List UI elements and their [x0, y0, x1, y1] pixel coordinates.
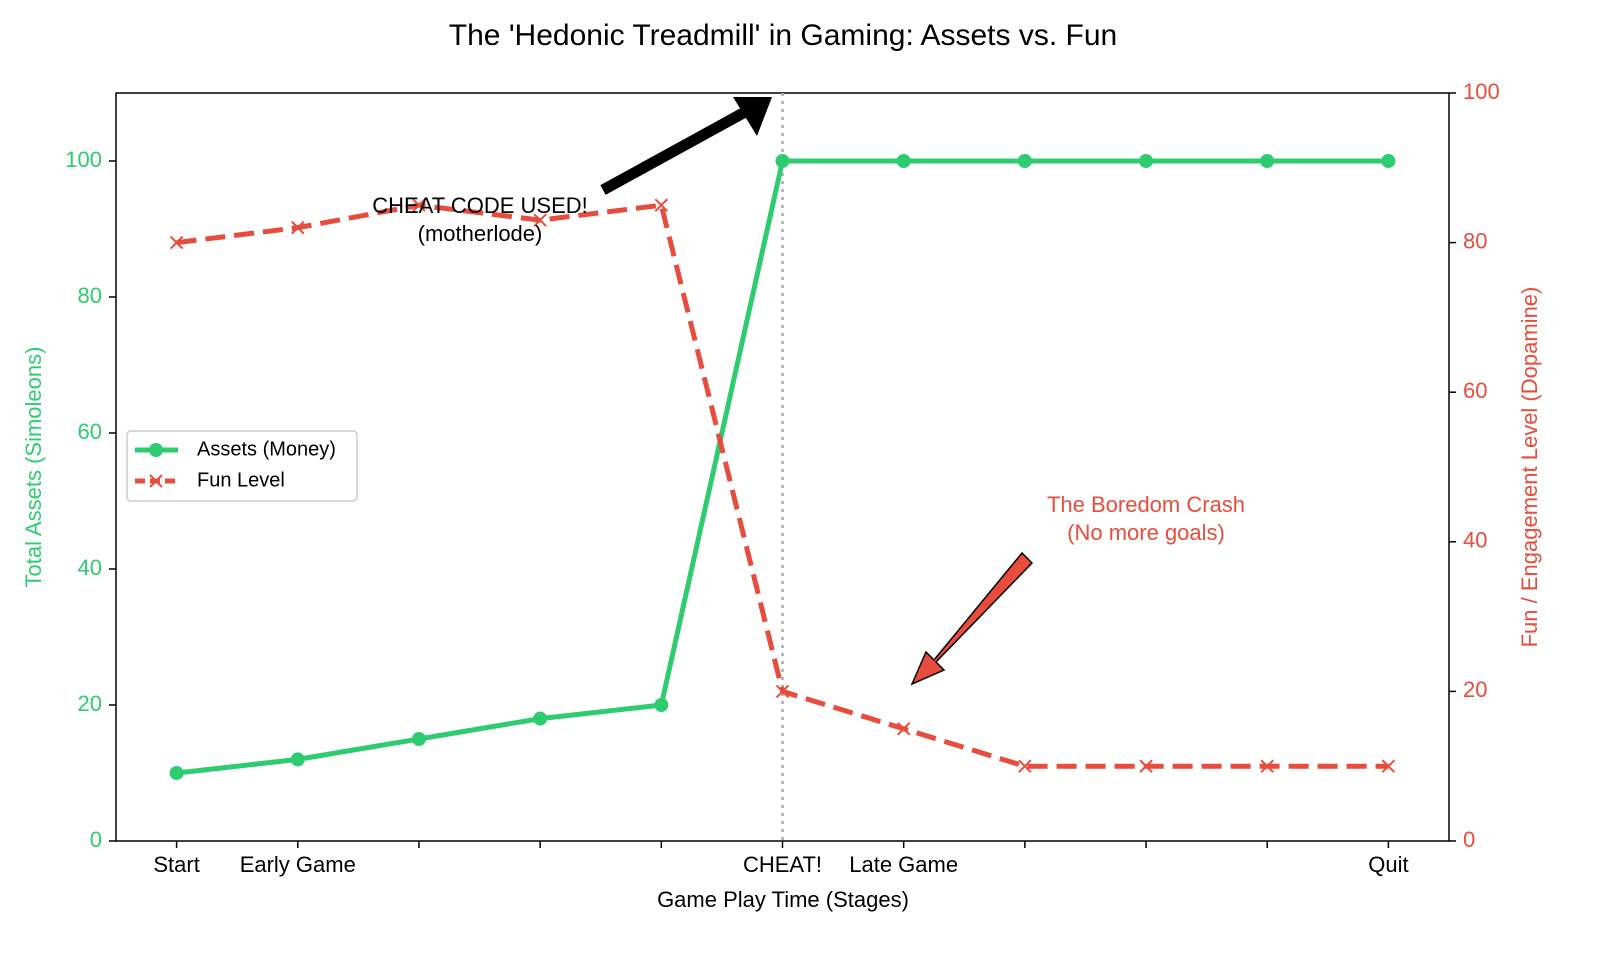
y2-tick-label: 60 [1463, 378, 1487, 403]
x-tick-label: Quit [1368, 852, 1408, 877]
y2-tick-label: 100 [1463, 79, 1500, 104]
annotation-arrow [910, 551, 1034, 686]
x-axis-label: Game Play Time (Stages) [657, 887, 909, 912]
marker [1139, 154, 1154, 168]
annotation-text: CHEAT CODE USED! [372, 193, 588, 218]
marker [896, 154, 911, 168]
y2-tick-label: 20 [1463, 677, 1487, 702]
marker [654, 698, 669, 712]
x-tick-label: Early Game [240, 852, 356, 877]
y-tick-label: 40 [78, 555, 102, 580]
y-tick-label: 100 [65, 147, 102, 172]
x-tick-label: CHEAT! [743, 852, 822, 877]
y-tick-label: 20 [78, 691, 102, 716]
annotation-arrow-shaft [600, 107, 748, 195]
legend-marker [149, 443, 163, 457]
annotation-text: (No more goals) [1067, 520, 1225, 545]
y-tick-label: 60 [78, 419, 102, 444]
marker [412, 198, 426, 212]
marker [1018, 759, 1032, 773]
marker [654, 198, 669, 212]
marker [290, 752, 305, 767]
y2-tick-label: 0 [1463, 827, 1475, 852]
x-tick-label: Start [153, 852, 199, 877]
marker [1381, 154, 1396, 168]
marker [533, 711, 548, 726]
marker [169, 766, 184, 780]
y-tick-label: 80 [78, 283, 102, 308]
annotation-text: The Boredom Crash [1047, 492, 1245, 517]
marker [291, 220, 305, 235]
marker [775, 154, 790, 168]
marker [169, 235, 184, 250]
legend-frame [126, 430, 358, 502]
x-tick-label: Late Game [849, 852, 958, 877]
marker [896, 722, 911, 736]
marker [1260, 154, 1275, 168]
y-tick-label: 0 [90, 827, 102, 852]
annotation-arrow-head [733, 97, 772, 136]
marker [1139, 759, 1153, 773]
marker [1260, 759, 1274, 773]
legend-label: Assets (Money) [197, 438, 336, 460]
y-axis-label: Total Assets (Simoleons) [21, 347, 46, 588]
y2-tick-label: 80 [1463, 228, 1487, 253]
marker [1017, 154, 1032, 168]
legend-label: Fun Level [197, 469, 285, 491]
legend: Assets (Money) Fun Level [126, 430, 358, 502]
legend-marker [149, 474, 163, 488]
y2-tick-label: 40 [1463, 528, 1487, 553]
chart-title: The 'Hedonic Treadmill' in Gaming: Asset… [449, 19, 1117, 52]
marker [1381, 759, 1396, 773]
y2-axis-label: Fun / Engagement Level (Dopamine) [1517, 287, 1542, 648]
annotation-text: (motherlode) [418, 221, 543, 246]
marker [411, 732, 426, 746]
marker [533, 213, 547, 227]
marker [775, 684, 790, 699]
